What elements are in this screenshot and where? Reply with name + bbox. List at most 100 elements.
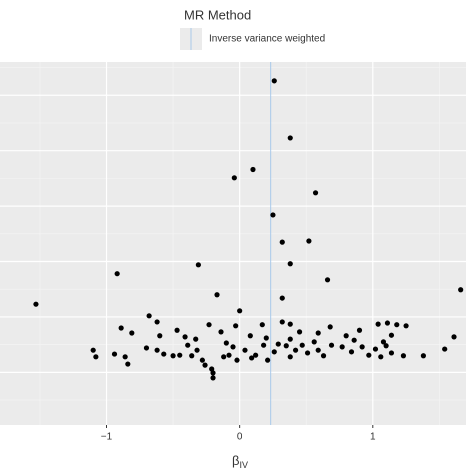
point [378, 354, 384, 360]
x-tick-label: 0 [237, 432, 243, 443]
point [306, 238, 312, 244]
panel [0, 62, 466, 425]
point [366, 352, 372, 358]
point [233, 323, 239, 329]
point [283, 343, 289, 349]
point [388, 332, 395, 338]
point [170, 353, 176, 359]
point [182, 334, 188, 340]
point [263, 335, 269, 341]
point [194, 347, 200, 353]
point [388, 350, 395, 356]
point [287, 336, 293, 342]
point [237, 308, 243, 314]
point [311, 339, 317, 345]
legend-label: Inverse variance weighted [209, 34, 325, 45]
point [372, 346, 379, 352]
point [394, 322, 400, 328]
point [249, 355, 255, 361]
point [193, 336, 199, 342]
point [304, 350, 311, 356]
point [195, 262, 201, 268]
point [403, 323, 409, 329]
point [348, 349, 355, 355]
point [125, 361, 131, 367]
point [324, 277, 331, 283]
point [199, 357, 205, 363]
point [287, 261, 293, 267]
point [327, 324, 333, 330]
point [328, 342, 335, 348]
point [154, 319, 160, 325]
point [189, 353, 195, 359]
point [320, 353, 327, 359]
point [234, 357, 240, 363]
point [279, 239, 285, 245]
point [111, 351, 118, 357]
point [299, 342, 305, 348]
point [420, 353, 426, 359]
point [383, 343, 389, 349]
point [118, 325, 124, 331]
point [177, 352, 183, 358]
point [202, 362, 208, 368]
point [231, 175, 237, 181]
point [210, 375, 216, 381]
x-label-subscript: IV [239, 460, 248, 470]
point [253, 352, 259, 358]
point [271, 78, 277, 84]
point [296, 329, 303, 335]
point [226, 352, 232, 358]
point [380, 339, 387, 345]
point [270, 212, 276, 218]
point [259, 322, 265, 328]
point [143, 345, 150, 351]
point [223, 340, 229, 346]
point [339, 344, 345, 350]
point [33, 301, 39, 307]
point [343, 333, 349, 339]
point [261, 342, 267, 348]
point [375, 321, 381, 327]
point [400, 353, 407, 359]
x-tick-label: −1 [101, 432, 113, 443]
point [442, 346, 448, 352]
point [221, 354, 227, 360]
x-label-symbol: β [232, 453, 239, 468]
point [275, 341, 281, 347]
point [279, 319, 285, 325]
point [214, 292, 220, 298]
point [230, 344, 236, 350]
point [174, 327, 180, 333]
point [90, 347, 96, 353]
point [315, 330, 321, 336]
point [312, 190, 319, 196]
point [287, 135, 293, 141]
point [384, 320, 391, 326]
legend-title: MR Method [184, 7, 251, 22]
point [315, 347, 321, 353]
point [287, 321, 293, 327]
point [122, 354, 128, 360]
point [356, 327, 363, 333]
point [206, 322, 212, 328]
point [359, 344, 365, 350]
point [279, 295, 285, 301]
point [210, 370, 216, 376]
point [129, 330, 135, 336]
point [218, 329, 224, 335]
x-axis-label: βIV [232, 453, 248, 470]
point [185, 342, 191, 348]
point [114, 271, 120, 277]
point [351, 337, 357, 343]
point [157, 333, 163, 339]
point [146, 313, 152, 319]
point [250, 166, 256, 173]
point [154, 347, 160, 353]
point [93, 354, 99, 360]
point [247, 333, 253, 339]
point [292, 347, 299, 353]
point [287, 354, 293, 360]
x-tick-label: 1 [370, 432, 376, 443]
